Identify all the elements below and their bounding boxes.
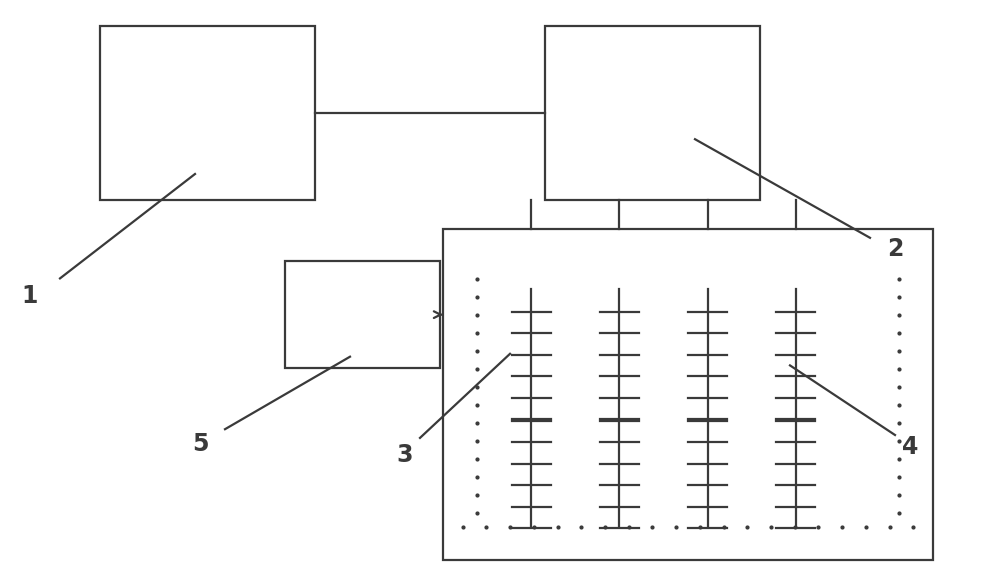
Bar — [100, 26, 315, 200]
Bar — [285, 261, 440, 368]
Text: 4: 4 — [902, 434, 918, 459]
Bar — [545, 26, 760, 200]
Text: 5: 5 — [192, 432, 208, 456]
Text: 2: 2 — [887, 237, 903, 262]
Text: 1: 1 — [22, 284, 38, 308]
Text: 3: 3 — [397, 443, 413, 467]
Bar — [443, 229, 933, 560]
